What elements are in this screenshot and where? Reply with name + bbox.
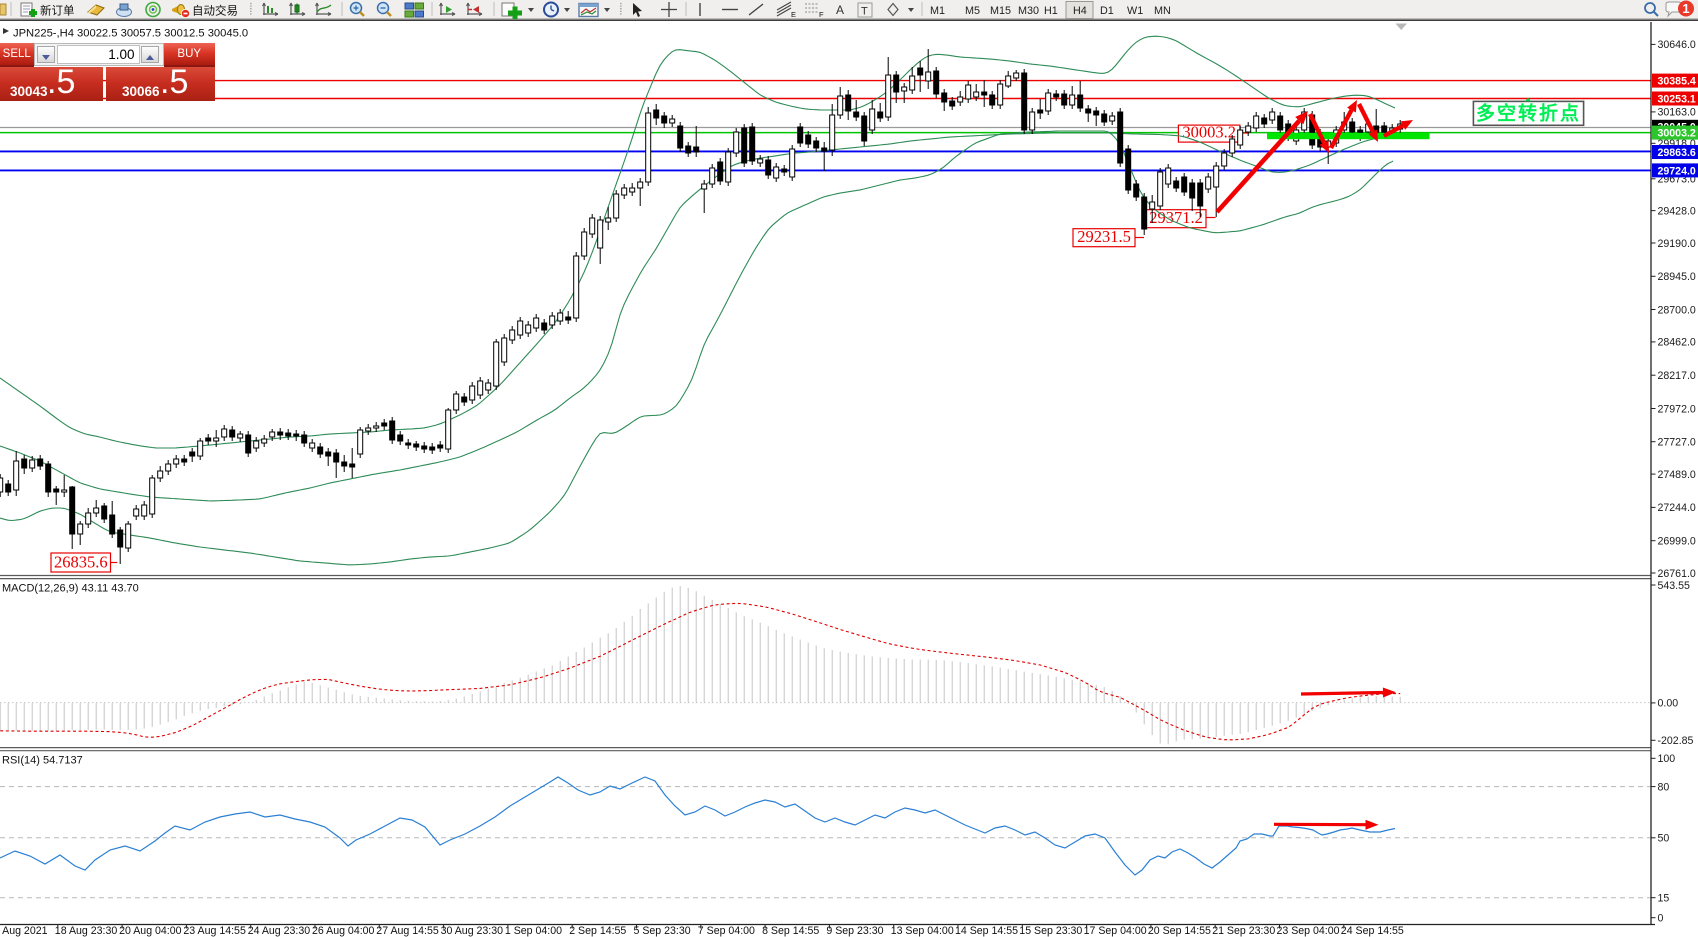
svg-text:T: T — [861, 6, 868, 18]
svg-text:20 Sep 14:55: 20 Sep 14:55 — [1148, 925, 1211, 937]
svg-text:1 Sep 04:00: 1 Sep 04:00 — [505, 925, 562, 937]
svg-text:30003.2: 30003.2 — [1658, 128, 1696, 140]
svg-text:自动交易: 自动交易 — [192, 4, 238, 18]
svg-text:29428.0: 29428.0 — [1658, 205, 1696, 217]
svg-text:-202.85: -202.85 — [1658, 735, 1694, 747]
svg-text:F: F — [819, 10, 824, 19]
svg-text:30385.4: 30385.4 — [1658, 76, 1696, 88]
svg-text:H1: H1 — [1044, 5, 1058, 17]
svg-text:新订单: 新订单 — [40, 4, 75, 18]
svg-text:27972.0: 27972.0 — [1658, 403, 1696, 415]
svg-text:M1: M1 — [930, 5, 945, 17]
svg-text:26 Aug 04:00: 26 Aug 04:00 — [312, 925, 375, 937]
svg-text:28217.0: 28217.0 — [1658, 370, 1696, 382]
svg-text:15: 15 — [1658, 893, 1670, 905]
svg-text:50: 50 — [1658, 833, 1670, 845]
svg-text:M15: M15 — [990, 5, 1011, 17]
svg-text:9 Sep 23:30: 9 Sep 23:30 — [826, 925, 883, 937]
svg-text:14 Sep 14:55: 14 Sep 14:55 — [955, 925, 1018, 937]
svg-text:JPN225-,H4 30022.5 30057.5 30: JPN225-,H4 30022.5 30057.5 30012.5 30045… — [13, 28, 248, 40]
svg-text:27244.0: 27244.0 — [1658, 502, 1696, 514]
svg-text:30253.1: 30253.1 — [1658, 93, 1696, 105]
svg-text:24 Aug 23:30: 24 Aug 23:30 — [248, 925, 311, 937]
svg-text:21 Sep 23:30: 21 Sep 23:30 — [1212, 925, 1275, 937]
svg-text:18 Aug 23:30: 18 Aug 23:30 — [55, 925, 118, 937]
svg-text:24 Sep 14:55: 24 Sep 14:55 — [1341, 925, 1404, 937]
svg-text:20 Aug 04:00: 20 Aug 04:00 — [119, 925, 182, 937]
svg-text:0: 0 — [1658, 913, 1664, 925]
svg-text:13 Sep 04:00: 13 Sep 04:00 — [891, 925, 954, 937]
svg-text:26999.0: 26999.0 — [1658, 536, 1696, 548]
svg-text:27727.0: 27727.0 — [1658, 437, 1696, 449]
svg-text:M30: M30 — [1018, 5, 1039, 17]
svg-text:28462.0: 28462.0 — [1658, 337, 1696, 349]
svg-text:29371.2: 29371.2 — [1149, 208, 1203, 227]
svg-text:M5: M5 — [965, 5, 980, 17]
svg-text:MACD(12,26,9) 43.11 43.70: MACD(12,26,9) 43.11 43.70 — [2, 583, 139, 595]
svg-text:27489.0: 27489.0 — [1658, 469, 1696, 481]
svg-text:29724.0: 29724.0 — [1658, 165, 1696, 177]
svg-text:H4: H4 — [1073, 5, 1087, 17]
svg-text:28700.0: 28700.0 — [1658, 304, 1696, 316]
svg-text:2 Sep 14:55: 2 Sep 14:55 — [569, 925, 626, 937]
svg-text:23 Sep 04:00: 23 Sep 04:00 — [1277, 925, 1340, 937]
svg-text:0.00: 0.00 — [1658, 698, 1679, 710]
svg-text:100: 100 — [1658, 753, 1676, 765]
svg-text:30163.0: 30163.0 — [1658, 107, 1696, 119]
svg-text:17 Aug 2021: 17 Aug 2021 — [0, 925, 48, 937]
svg-text:RSI(14) 54.7137: RSI(14) 54.7137 — [2, 755, 83, 767]
svg-text:5 Sep 23:30: 5 Sep 23:30 — [634, 925, 691, 937]
svg-text:29190.0: 29190.0 — [1658, 238, 1696, 250]
svg-text:80: 80 — [1658, 781, 1670, 793]
svg-text:15 Sep 23:30: 15 Sep 23:30 — [1019, 925, 1082, 937]
svg-text:28945.0: 28945.0 — [1658, 271, 1696, 283]
svg-text:543.55: 543.55 — [1658, 580, 1691, 592]
svg-text:1: 1 — [1682, 1, 1689, 16]
svg-text:MN: MN — [1154, 5, 1171, 17]
svg-text:29231.5: 29231.5 — [1077, 227, 1131, 246]
svg-text:A: A — [836, 3, 844, 17]
svg-text:30646.0: 30646.0 — [1658, 39, 1696, 51]
svg-text:7 Sep 04:00: 7 Sep 04:00 — [698, 925, 755, 937]
svg-text:多空转折点: 多空转折点 — [1476, 102, 1581, 125]
svg-text:E: E — [791, 10, 796, 19]
svg-text:29863.6: 29863.6 — [1658, 147, 1696, 159]
svg-text:8 Sep 14:55: 8 Sep 14:55 — [762, 925, 819, 937]
svg-text:W1: W1 — [1127, 5, 1143, 17]
svg-text:30 Aug 23:30: 30 Aug 23:30 — [441, 925, 504, 937]
svg-text:17 Sep 04:00: 17 Sep 04:00 — [1084, 925, 1147, 937]
svg-text:27 Aug 14:55: 27 Aug 14:55 — [376, 925, 439, 937]
svg-text:26835.6: 26835.6 — [54, 553, 108, 572]
svg-text:D1: D1 — [1100, 5, 1114, 17]
svg-text:26761.0: 26761.0 — [1658, 568, 1696, 580]
svg-text:30003.2: 30003.2 — [1182, 123, 1236, 142]
svg-text:23 Aug 14:55: 23 Aug 14:55 — [183, 925, 246, 937]
